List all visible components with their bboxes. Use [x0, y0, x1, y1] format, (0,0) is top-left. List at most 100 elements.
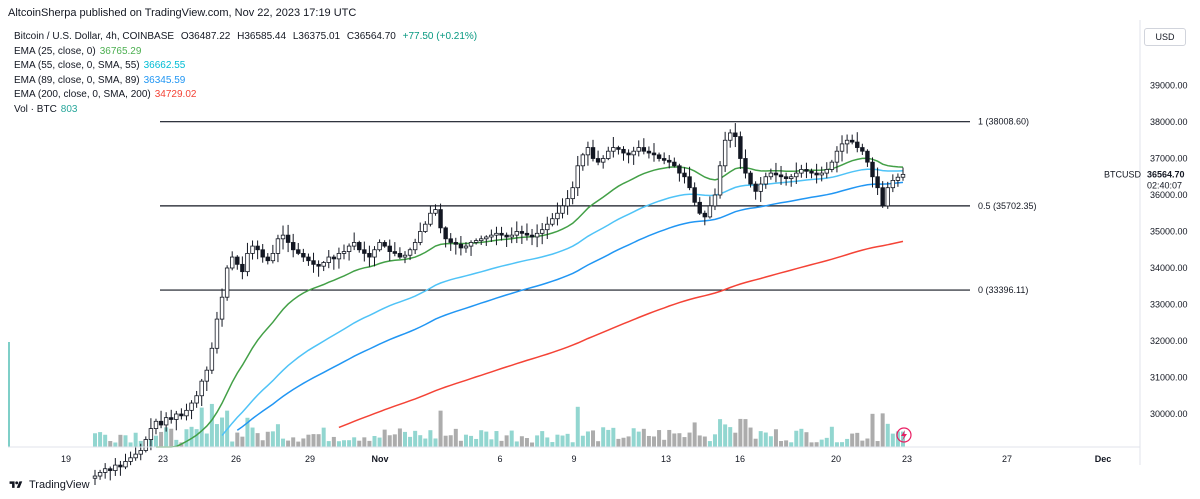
candle: [341, 244, 347, 260]
volume-bar: [113, 442, 118, 447]
candle-body: [707, 205, 713, 218]
candle: [534, 224, 540, 248]
candle-body: [311, 260, 316, 265]
volume-bar: [494, 431, 499, 447]
candle: [585, 141, 591, 166]
volume-bar: [169, 428, 174, 447]
candle-body: [783, 176, 789, 179]
candle-body: [438, 209, 443, 229]
volume-bar: [636, 431, 641, 447]
candle-body: [290, 242, 296, 251]
candle: [849, 134, 855, 145]
candle-body: [102, 468, 108, 473]
candle: [397, 247, 403, 260]
ohlc-change: +77.50 (+0.21%): [402, 31, 478, 42]
candle: [519, 225, 525, 244]
volume-bar: [611, 427, 616, 447]
candle-body: [97, 471, 103, 477]
volume-bar: [245, 417, 250, 447]
candle: [712, 188, 718, 211]
volume-bar: [707, 441, 712, 447]
candle: [600, 155, 606, 169]
volume-bar: [743, 419, 748, 447]
volume-bar: [230, 441, 235, 447]
candle: [509, 227, 514, 244]
candle-body: [651, 152, 657, 156]
volume-bar: [682, 437, 687, 447]
volume-bar: [443, 435, 448, 447]
candle: [900, 167, 906, 181]
candle: [570, 181, 575, 205]
candle: [799, 164, 804, 178]
candle-body: [794, 172, 799, 178]
candle-body: [397, 252, 403, 258]
volume-bar: [575, 406, 580, 447]
legend-ema200[interactable]: EMA (200, close, 0, SMA, 200) 34729.02: [14, 88, 481, 103]
legend-volume[interactable]: Vol · BTC 803: [14, 103, 481, 118]
candle: [824, 162, 829, 179]
candle-body: [829, 161, 835, 170]
candle-body: [240, 263, 245, 273]
symbol-ohlc-row[interactable]: Bitcoin / U.S. Dollar, 4h, COINBASE O364…: [14, 30, 481, 45]
candle: [545, 216, 550, 240]
candle-body: [407, 249, 413, 256]
candle-body: [138, 450, 143, 455]
candle-body: [819, 172, 824, 176]
volume-bar: [662, 439, 667, 447]
candle-body: [133, 453, 138, 459]
candle: [656, 152, 662, 162]
legend-ema89[interactable]: EMA (89, close, 0, SMA, 89) 36345.59: [14, 74, 481, 89]
volume-bar: [499, 440, 504, 447]
volume-bar: [489, 439, 494, 447]
candle-body: [372, 249, 377, 258]
candle: [219, 288, 225, 327]
legend-ema25[interactable]: EMA (25, close, 0) 36765.29: [14, 45, 481, 60]
price-tick-label: 32000.00: [1150, 336, 1188, 346]
ema55-label: EMA (55, close, 0, SMA, 55): [14, 60, 140, 72]
candle: [260, 244, 265, 263]
volume-bar: [8, 342, 10, 447]
candle: [402, 251, 408, 264]
candle-body: [128, 457, 133, 462]
candle-body: [351, 242, 357, 247]
legend-ema55[interactable]: EMA (55, close, 0, SMA, 55) 36662.55: [14, 59, 481, 74]
candle: [641, 138, 647, 155]
volume-bar: [204, 433, 209, 447]
candle: [661, 152, 667, 165]
currency-button[interactable]: USD: [1144, 28, 1186, 46]
fib-levels: 1 (38008.60) 0.5 (35702.35) 0 (33396.11): [160, 117, 1037, 295]
candle: [667, 155, 672, 169]
volume-bar: [784, 440, 789, 447]
candle: [250, 240, 255, 260]
candle-body: [148, 428, 154, 440]
volume-bar: [738, 418, 743, 447]
time-tick-label: 23: [158, 454, 168, 464]
volume-bar: [392, 434, 397, 447]
candle-body: [611, 147, 616, 152]
price-tick-label: 35000.00: [1150, 227, 1188, 237]
candle: [738, 131, 743, 169]
candle-body: [357, 242, 362, 251]
candle-body: [326, 256, 331, 263]
candle: [560, 198, 565, 219]
volume-bar: [855, 432, 860, 447]
time-tick-label: 26: [231, 454, 241, 464]
candle: [351, 232, 357, 251]
candles: [92, 123, 906, 486]
candle: [357, 240, 362, 253]
volume-bar: [342, 440, 347, 447]
candle-body: [453, 242, 459, 245]
volume-bar: [433, 438, 438, 447]
candle-body: [499, 232, 504, 236]
volume-bar: [728, 427, 733, 447]
candle: [758, 177, 763, 202]
candle: [214, 311, 220, 354]
candle: [387, 239, 392, 261]
candle-body: [631, 150, 636, 156]
candle: [412, 238, 418, 255]
candle: [382, 240, 387, 248]
volume-bar: [779, 441, 784, 447]
candle: [158, 410, 164, 429]
time-tick-label: 19: [61, 454, 71, 464]
